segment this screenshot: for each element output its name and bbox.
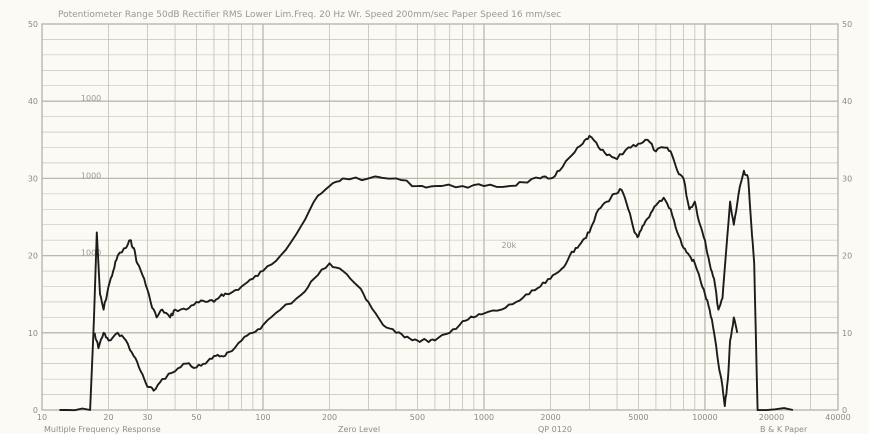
axis-ticks: 10 20 30 50 100 200 500 1000 2000 5000 10000 20000 4…: [28, 20, 852, 422]
y-tick-label-right: 20: [842, 252, 852, 261]
x-tick-label: 200: [322, 413, 337, 422]
chart-annotation: 20k: [501, 241, 516, 250]
y-tick-label-right: 10: [842, 329, 852, 338]
x-tick-label: 10000: [692, 413, 717, 422]
y-tick-label-left: 40: [28, 97, 38, 106]
response-traces: [59, 134, 794, 412]
x-tick-label: 10: [37, 413, 47, 422]
chart-annotation: 1000: [81, 94, 101, 103]
y-tick-label-right: 40: [842, 97, 852, 106]
y-tick-label-left: 20: [28, 252, 38, 261]
chart-annotations: 1000 1000 1000 20k: [81, 94, 517, 257]
y-tick-label-right: 0: [842, 406, 847, 415]
footer-left: Multiple Frequency Response: [44, 425, 161, 434]
x-tick-label: 500: [410, 413, 425, 422]
x-tick-label: 30: [142, 413, 152, 422]
footer-code: QP 0120: [538, 425, 572, 434]
chart-grid: [41, 23, 839, 411]
response-trace-1: [59, 134, 794, 412]
plot-frame: [41, 23, 839, 411]
chart-annotation: 1000: [81, 171, 101, 180]
footer-center: Zero Level: [338, 425, 380, 434]
x-tick-label: 50: [191, 413, 201, 422]
x-tick-label: 2000: [540, 413, 560, 422]
x-tick-label: 5000: [628, 413, 648, 422]
x-tick-label: 20: [103, 413, 113, 422]
x-tick-label: 1000: [474, 413, 494, 422]
y-tick-label-left: 0: [33, 406, 38, 415]
chart-header: Potentiometer Range 50dB Rectifier RMS L…: [58, 10, 561, 20]
x-tick-label: 20000: [759, 413, 784, 422]
chart-annotation: 1000: [81, 249, 101, 258]
y-tick-label-left: 50: [28, 20, 38, 29]
y-tick-label-left: 10: [28, 329, 38, 338]
footer-right: B & K Paper: [760, 425, 808, 434]
response-trace-2: [93, 188, 739, 408]
y-tick-label-right: 30: [842, 174, 852, 183]
y-tick-label-right: 50: [842, 20, 852, 29]
x-tick-label: 40000: [825, 413, 850, 422]
x-tick-label: 100: [255, 413, 270, 422]
y-tick-label-left: 30: [28, 174, 38, 183]
